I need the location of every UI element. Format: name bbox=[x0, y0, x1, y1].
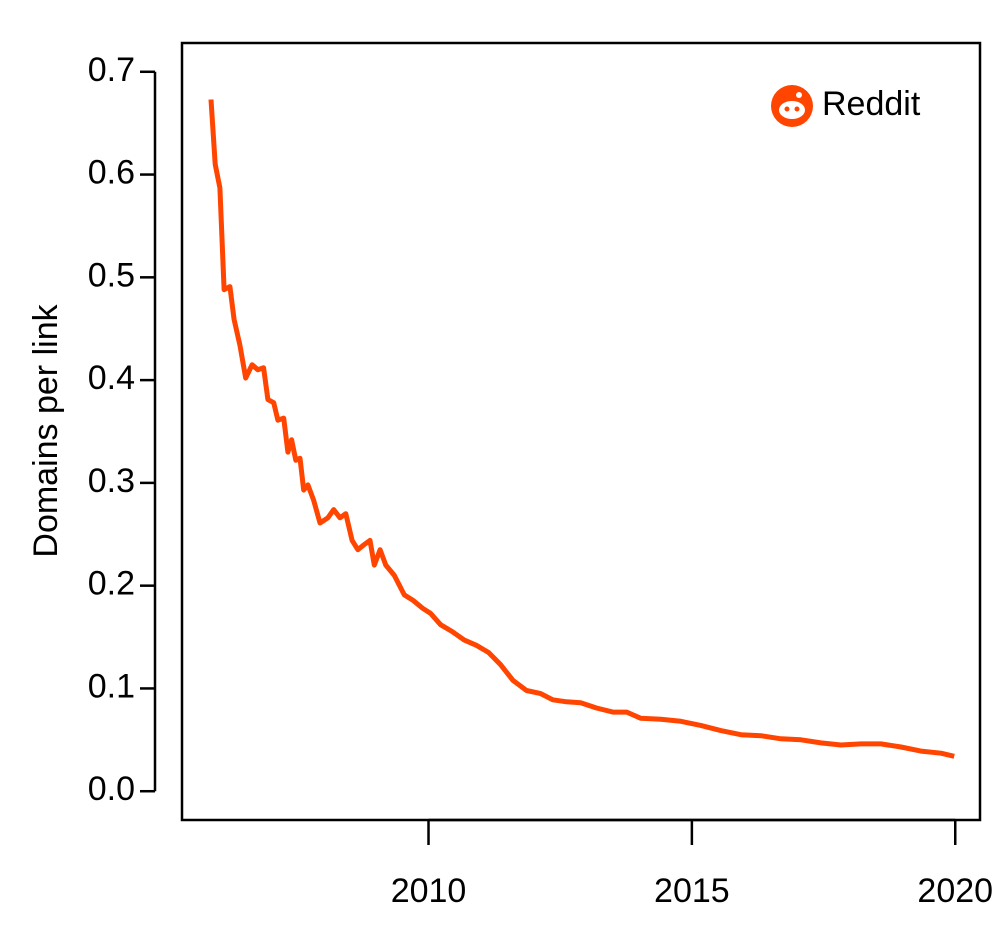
legend-icon-antenna bbox=[796, 92, 802, 98]
x-tick-label: 2015 bbox=[654, 872, 730, 910]
y-tick-label: 0.0 bbox=[88, 770, 135, 808]
legend-label: Reddit bbox=[822, 85, 921, 123]
y-tick-label: 0.4 bbox=[88, 359, 135, 397]
x-tick-label: 2020 bbox=[917, 872, 993, 910]
line bbox=[208, 99, 955, 759]
y-tick-label: 0.6 bbox=[88, 154, 135, 192]
y-tick-label: 0.2 bbox=[88, 565, 135, 603]
y-axis-label: Domains per link bbox=[27, 303, 65, 557]
y-tick-label: 0.5 bbox=[88, 256, 135, 294]
legend-icon-eye bbox=[794, 106, 800, 112]
y-tick-label: 0.7 bbox=[88, 51, 135, 89]
legend-icon-face bbox=[779, 101, 805, 119]
x-tick-label: 2010 bbox=[391, 872, 467, 910]
y-tick-label: 0.1 bbox=[88, 667, 135, 705]
y-tick-label: 0.3 bbox=[88, 462, 135, 500]
legend-icon-eye bbox=[784, 106, 790, 112]
